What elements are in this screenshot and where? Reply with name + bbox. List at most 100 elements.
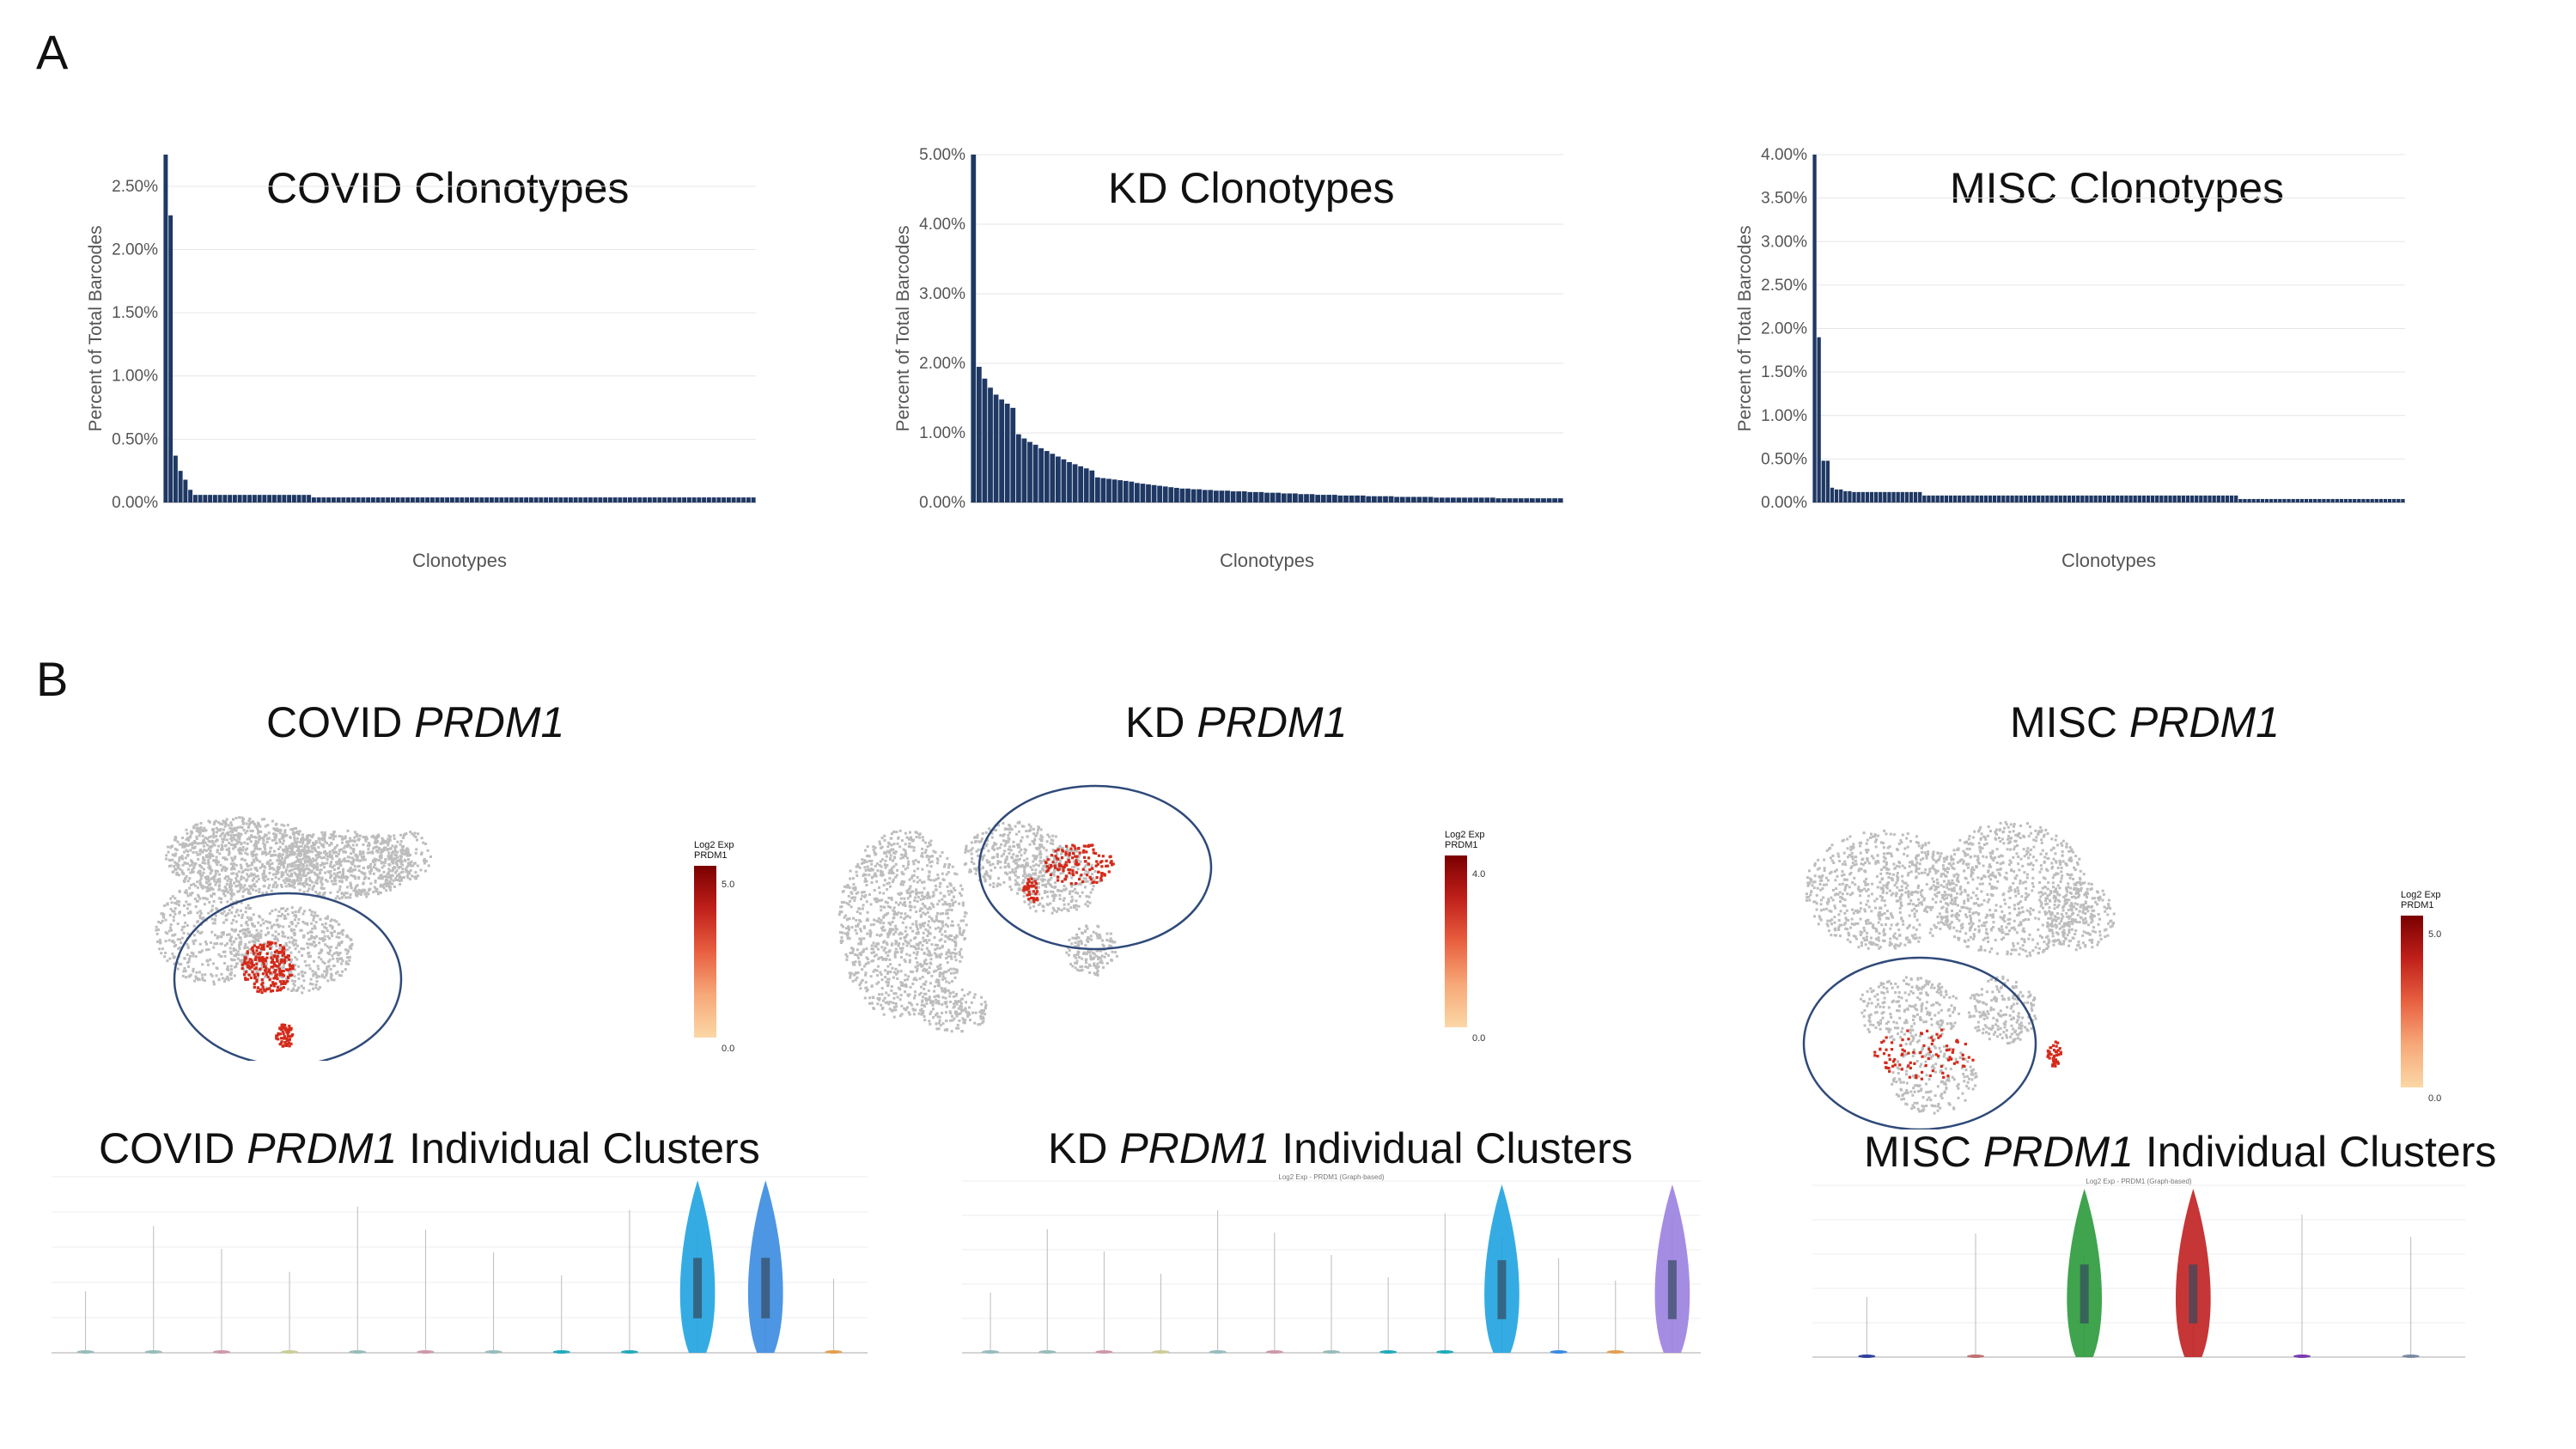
- cell-point: [289, 973, 292, 977]
- cell-point: [920, 947, 923, 951]
- cell-point: [864, 874, 868, 877]
- cell-point: [886, 970, 890, 973]
- cell-point: [929, 843, 932, 847]
- cell-point: [288, 874, 291, 878]
- cell-point: [338, 936, 341, 940]
- cell-point: [277, 914, 280, 917]
- cell-point: [248, 817, 252, 820]
- cell-point: [877, 916, 880, 920]
- cell-point: [1021, 874, 1025, 878]
- cell-point: [375, 837, 378, 840]
- cell-point: [922, 838, 925, 842]
- cell-point: [894, 940, 898, 943]
- cell-point: [911, 982, 915, 985]
- cell-point: [878, 899, 881, 903]
- cell-point: [246, 977, 249, 981]
- cell-point: [330, 974, 333, 977]
- cell-point: [172, 916, 175, 919]
- bar: [667, 497, 672, 502]
- cell-point: [1047, 881, 1050, 885]
- cell-point: [941, 872, 944, 875]
- cell-point: [223, 980, 227, 983]
- cell-point: [278, 831, 282, 835]
- cell-point: [236, 834, 240, 837]
- cell-point: [382, 864, 386, 868]
- cell-point: [247, 973, 251, 977]
- cell-point: [270, 983, 273, 987]
- bar: [2374, 498, 2378, 502]
- bar: [2216, 495, 2220, 502]
- cell-point: [1007, 833, 1010, 837]
- cell-point: [945, 922, 948, 926]
- y-tick-label: 2.00%: [919, 355, 965, 373]
- cell-point: [947, 916, 950, 920]
- cell-point: [210, 930, 214, 934]
- cell-point: [1032, 860, 1035, 863]
- cell-point: [207, 883, 210, 886]
- cell-point: [253, 981, 257, 984]
- cell-point: [229, 833, 233, 837]
- cell-point: [164, 931, 167, 935]
- cell-point: [276, 959, 279, 963]
- cell-point: [318, 851, 321, 855]
- cell-point: [886, 954, 890, 958]
- cell-point: [254, 889, 258, 892]
- cell-point: [318, 841, 321, 844]
- cell-point: [234, 838, 238, 842]
- bar: [178, 471, 183, 502]
- cell-point: [306, 942, 309, 946]
- cell-point: [175, 902, 179, 905]
- cell-point: [276, 937, 279, 941]
- cell-point: [907, 863, 910, 867]
- cell-point: [394, 877, 398, 880]
- cell-point: [980, 837, 984, 841]
- cell-point: [283, 935, 287, 938]
- cell-point: [892, 872, 895, 875]
- bar: [291, 495, 296, 502]
- x-axis-label: Clonotypes: [412, 550, 507, 571]
- bar: [1834, 489, 1839, 502]
- cell-point: [926, 953, 929, 956]
- cell-point: [348, 839, 351, 843]
- cell-point: [297, 986, 301, 989]
- cell-point: [181, 845, 185, 849]
- cell-point: [208, 855, 211, 858]
- cell-point: [937, 899, 941, 903]
- cell-point: [262, 945, 265, 948]
- cell-point: [948, 863, 952, 867]
- cell-point: [223, 944, 227, 947]
- cell-point: [192, 942, 196, 946]
- cell-point: [919, 898, 923, 901]
- cell-point: [245, 822, 248, 825]
- cell-point: [215, 942, 218, 946]
- cell-point: [884, 900, 887, 904]
- cell-point: [1054, 881, 1057, 885]
- cell-point: [185, 900, 188, 904]
- cell-point: [882, 905, 886, 909]
- cell-point: [1034, 868, 1038, 872]
- cell-point: [249, 916, 253, 920]
- cell-point: [1056, 889, 1059, 892]
- cell-point: [155, 940, 159, 943]
- bar: [1140, 484, 1146, 502]
- cell-point: [176, 840, 180, 843]
- bar: [751, 497, 756, 502]
- cell-point: [353, 874, 356, 878]
- bar: [252, 495, 257, 502]
- cell-point: [320, 886, 323, 890]
- cell-point: [310, 910, 314, 914]
- cell-point: [298, 830, 301, 833]
- cell-point: [396, 840, 399, 843]
- bar: [2282, 498, 2287, 502]
- cell-point: [279, 969, 283, 972]
- bar: [731, 497, 736, 502]
- cell-point: [881, 874, 885, 877]
- cell-point: [237, 870, 241, 874]
- cell-point: [950, 908, 953, 911]
- cell-point: [409, 853, 412, 856]
- cell-point: [289, 843, 293, 847]
- cell-point: [258, 959, 261, 962]
- cell-point: [396, 855, 399, 859]
- cell-point: [921, 880, 924, 884]
- y-tick-label: 4.00%: [1761, 146, 1807, 164]
